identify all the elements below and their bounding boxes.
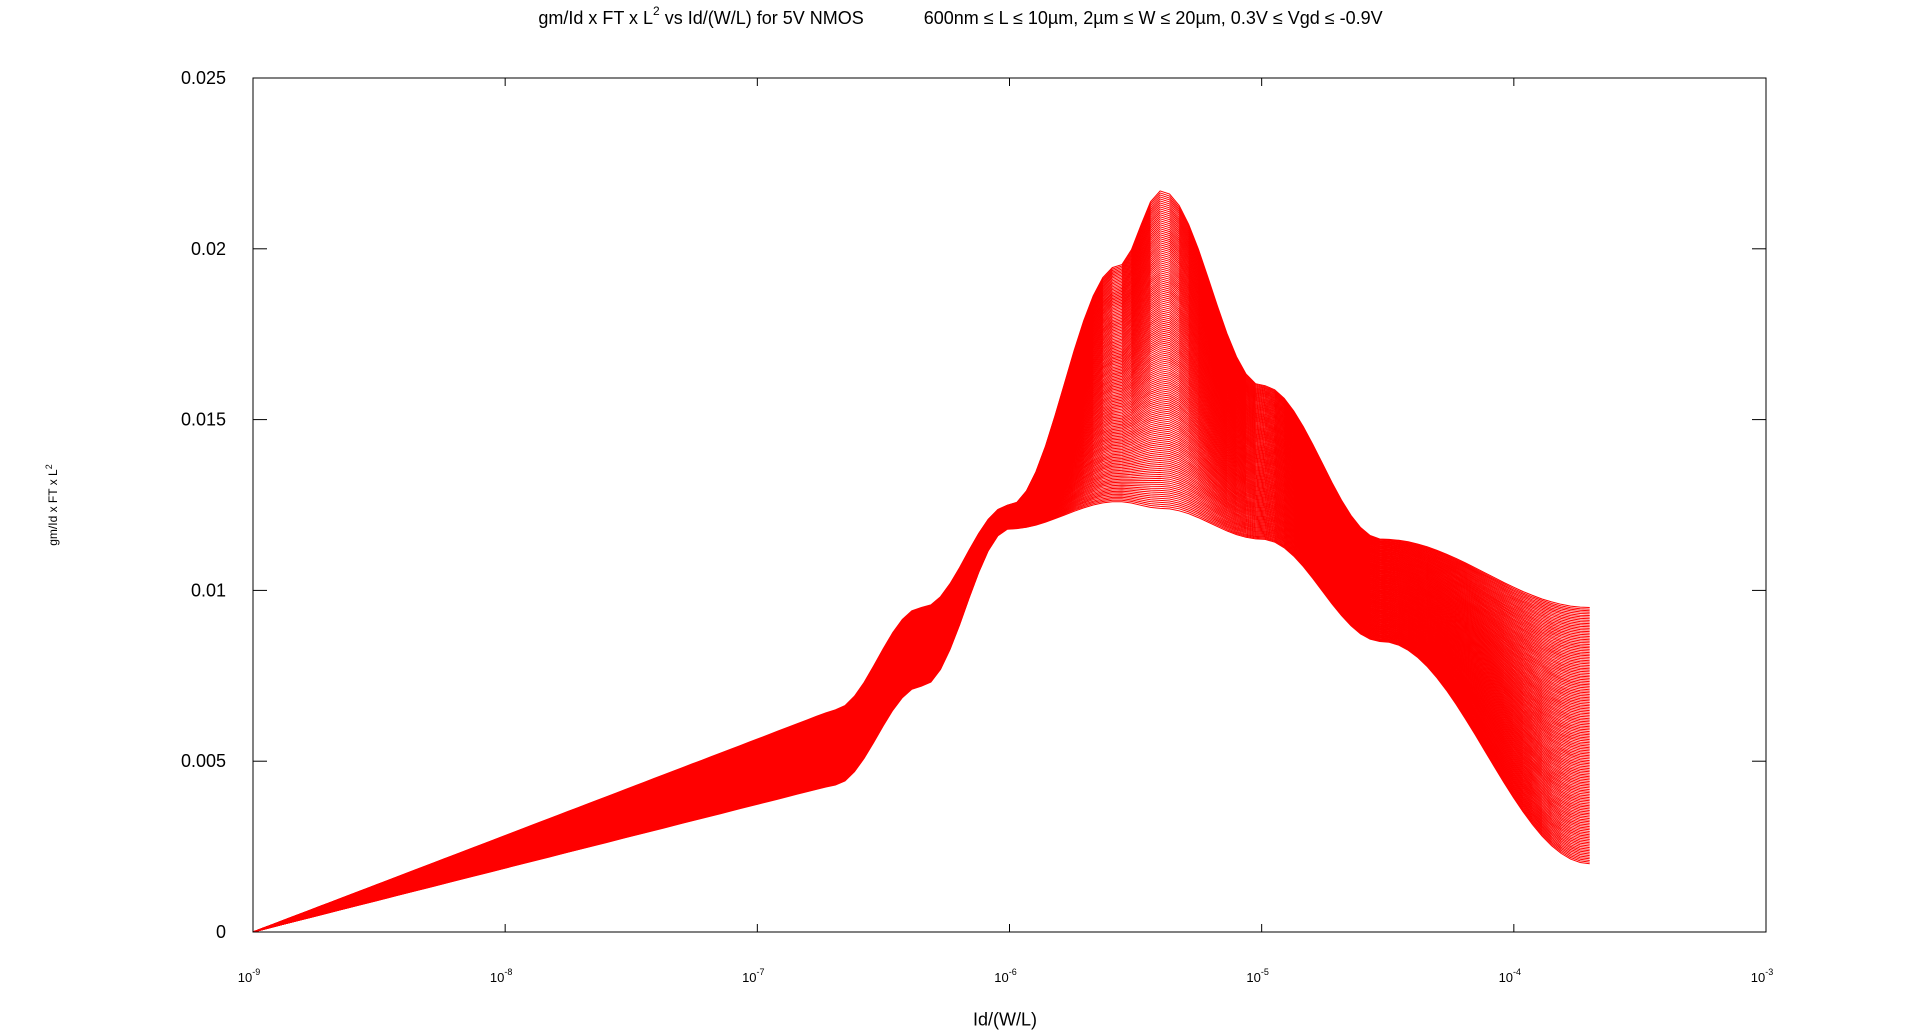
x-axis-label: Id/(W/L) bbox=[972, 1009, 1038, 1030]
title-ranges: 600nm ≤ L ≤ 10µm, 2µm ≤ W ≤ 20µm, 0.3V ≤… bbox=[923, 8, 1383, 28]
y-tick-label: 0.015 bbox=[181, 410, 226, 430]
series-line bbox=[252, 374, 1590, 933]
y-tick-label: 0.01 bbox=[191, 580, 226, 600]
x-tick-label: 10-8 bbox=[490, 967, 512, 985]
x-tick-label: 10-5 bbox=[1246, 967, 1268, 985]
title-prefix: gm/Id x FT x L bbox=[538, 8, 654, 28]
series-curves bbox=[252, 190, 1590, 933]
y-tick-label: 0.025 bbox=[181, 68, 226, 88]
x-tick-label: 10-9 bbox=[238, 967, 260, 985]
ylabel-sup: 2 bbox=[44, 464, 54, 470]
chart-title: gm/Id x FT x L2 vs Id/(W/L) for 5V NMOS … bbox=[0, 4, 1921, 29]
y-axis-label: gm/Id x FT x L2 bbox=[44, 464, 60, 545]
title-middle: vs Id/(W/L) for 5V NMOS bbox=[659, 8, 864, 28]
x-tick-label: 10-4 bbox=[1499, 967, 1521, 985]
y-axis: 0 0.005 0.01 0.015 0.02 0.025 bbox=[181, 68, 1766, 942]
x-tick-label: 10-7 bbox=[742, 967, 764, 985]
x-axis: 10-9 10-8 10-7 10-6 10-5 10-4 10-3 bbox=[238, 78, 1773, 985]
ylabel-prefix: gm/Id x FT x L bbox=[46, 469, 60, 546]
y-tick-label: 0.02 bbox=[191, 239, 226, 259]
y-tick-label: 0.005 bbox=[181, 751, 226, 771]
x-tick-label: 10-3 bbox=[1751, 967, 1773, 985]
series-line bbox=[252, 190, 1590, 933]
x-tick-label: 10-6 bbox=[994, 967, 1016, 985]
y-tick-label: 0 bbox=[216, 922, 226, 942]
title-sup: 2 bbox=[653, 4, 660, 18]
